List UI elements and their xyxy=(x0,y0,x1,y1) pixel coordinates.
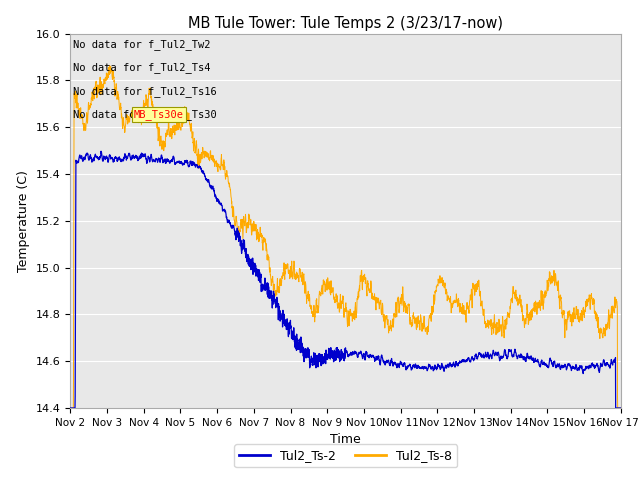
Text: No data for f_Tul2_Ts4: No data for f_Tul2_Ts4 xyxy=(73,62,211,73)
Y-axis label: Temperature (C): Temperature (C) xyxy=(17,170,30,272)
Title: MB Tule Tower: Tule Temps 2 (3/23/17-now): MB Tule Tower: Tule Temps 2 (3/23/17-now… xyxy=(188,16,503,31)
Legend: Tul2_Ts-2, Tul2_Ts-8: Tul2_Ts-2, Tul2_Ts-8 xyxy=(234,444,457,467)
Text: MB_Ts30e: MB_Ts30e xyxy=(134,109,184,120)
X-axis label: Time: Time xyxy=(330,433,361,446)
Text: No data for f_Tul2_Ts16: No data for f_Tul2_Ts16 xyxy=(73,85,217,96)
Text: No data for f_Tul2_Tw2: No data for f_Tul2_Tw2 xyxy=(73,39,211,50)
Text: No data for f_Tul2_Ts30: No data for f_Tul2_Ts30 xyxy=(73,109,217,120)
